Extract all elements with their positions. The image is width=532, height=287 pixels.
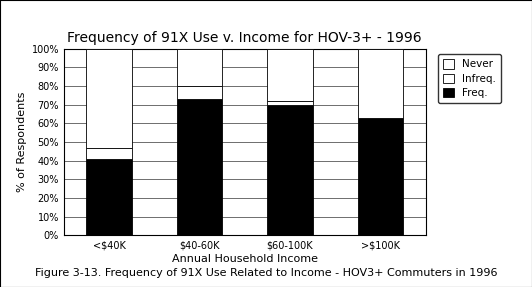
Y-axis label: % of Respondents: % of Respondents xyxy=(18,92,27,192)
Bar xyxy=(86,49,132,148)
Text: Figure 3-13. Frequency of 91X Use Related to Income - HOV3+ Commuters in 1996: Figure 3-13. Frequency of 91X Use Relate… xyxy=(35,268,497,278)
Bar xyxy=(268,101,313,105)
Bar xyxy=(358,118,403,235)
Bar xyxy=(358,49,403,118)
Bar xyxy=(86,148,132,159)
Title: Frequency of 91X Use v. Income for HOV-3+ - 1996: Frequency of 91X Use v. Income for HOV-3… xyxy=(68,31,422,45)
Bar xyxy=(268,105,313,235)
Bar xyxy=(177,49,222,86)
Legend: Never, Infreq., Freq.: Never, Infreq., Freq. xyxy=(438,54,501,103)
Bar xyxy=(86,159,132,235)
Bar xyxy=(177,86,222,99)
Bar xyxy=(177,99,222,235)
Bar xyxy=(268,49,313,101)
X-axis label: Annual Household Income: Annual Household Income xyxy=(172,254,318,264)
